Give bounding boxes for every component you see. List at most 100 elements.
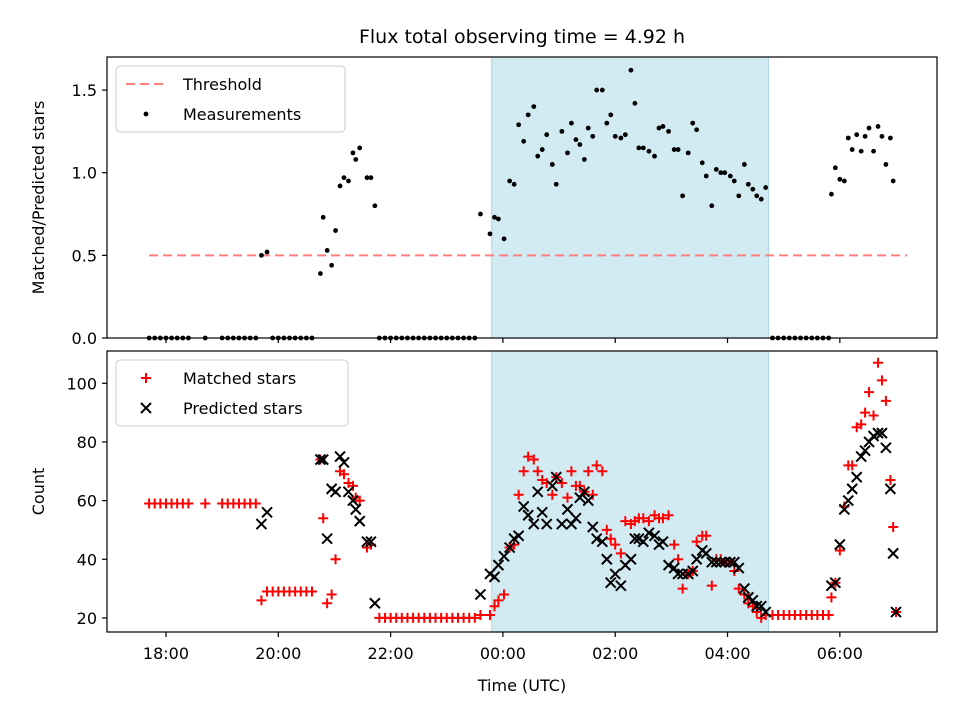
legend-box bbox=[115, 359, 349, 427]
matched-star-point bbox=[888, 521, 899, 532]
matched-star-point bbox=[528, 454, 539, 465]
measurement-point bbox=[879, 133, 885, 139]
measurement-point bbox=[666, 128, 671, 134]
predicted-star-point bbox=[706, 556, 718, 568]
x-axis-label: Time (UTC) bbox=[477, 676, 566, 695]
predicted-star-point bbox=[738, 582, 751, 595]
matched-star-point bbox=[834, 545, 845, 556]
plot-frame bbox=[106, 56, 938, 339]
measurement-point bbox=[690, 120, 696, 126]
predicted-star-point bbox=[890, 606, 902, 618]
matched-star-point bbox=[751, 607, 762, 618]
matched-star-point bbox=[183, 498, 194, 509]
matched-star-point bbox=[643, 516, 654, 527]
measurement-point bbox=[531, 104, 537, 109]
matched-star-point bbox=[620, 516, 631, 527]
measurement-point bbox=[837, 176, 843, 182]
matched-star-point bbox=[256, 595, 267, 606]
predicted-star-point bbox=[361, 535, 373, 548]
matched-star-point bbox=[562, 492, 573, 503]
measurement-point bbox=[622, 132, 628, 138]
x-tick-label: 22:00 bbox=[368, 644, 414, 663]
predicted-star-point bbox=[834, 538, 846, 551]
measurement-point bbox=[487, 231, 493, 237]
measurement-point bbox=[829, 191, 834, 197]
measurement-point bbox=[736, 193, 742, 199]
matched-star-point bbox=[860, 407, 871, 418]
measurement-point bbox=[758, 196, 764, 202]
measurement-point bbox=[346, 178, 351, 184]
predicted-star-point bbox=[643, 527, 655, 539]
measurement-point bbox=[320, 214, 326, 220]
legend-label: Measurements bbox=[183, 105, 301, 124]
matched-star-point bbox=[318, 513, 329, 524]
measurement-point bbox=[368, 175, 374, 181]
matched-star-point bbox=[610, 539, 621, 550]
matched-star-point bbox=[605, 533, 616, 544]
matched-star-point bbox=[499, 589, 510, 600]
matched-star-point bbox=[354, 495, 365, 506]
measurement-point bbox=[577, 142, 583, 148]
predicted-star-point bbox=[876, 427, 888, 439]
measurement-point bbox=[604, 120, 610, 126]
measurement-point bbox=[333, 228, 338, 233]
predicted-star-point bbox=[884, 483, 897, 495]
predicted-star-point bbox=[887, 547, 899, 560]
measurement-point bbox=[507, 178, 513, 184]
predicted-star-point bbox=[615, 579, 627, 592]
predicted-star-point bbox=[556, 518, 568, 530]
predicted-star-point bbox=[668, 562, 680, 574]
matched-star-point bbox=[657, 513, 668, 524]
ratio-panel: 0.0 0.5 1.0 1.5 Matched/Predicted stars Thres… bbox=[29, 56, 938, 348]
measurement-point bbox=[727, 173, 733, 179]
measurement-point bbox=[259, 252, 264, 258]
measurement-point bbox=[516, 122, 522, 128]
matched-star-point bbox=[330, 554, 341, 565]
measurement-point bbox=[341, 175, 347, 181]
matched-star-point bbox=[583, 466, 594, 477]
predicted-star-point bbox=[829, 577, 842, 589]
measurement-point bbox=[832, 165, 838, 171]
measurement-point bbox=[694, 127, 700, 133]
matched-star-point bbox=[574, 480, 585, 491]
predicted-star-point bbox=[546, 480, 559, 492]
measurement-point bbox=[866, 125, 872, 131]
measurement-point bbox=[539, 147, 545, 152]
measurement-point bbox=[713, 167, 719, 172]
plot-frame bbox=[106, 350, 938, 633]
matched-star-point bbox=[250, 498, 261, 509]
measurement-point bbox=[535, 153, 541, 159]
measurement-point bbox=[660, 124, 666, 129]
matched-star-point bbox=[701, 530, 712, 541]
matched-star-point bbox=[347, 480, 358, 491]
measurement-point bbox=[590, 133, 596, 139]
y-tick-label: 1.5 bbox=[72, 81, 97, 100]
measurement-point bbox=[849, 147, 855, 152]
matched-star-point bbox=[885, 475, 896, 486]
measurement-point bbox=[754, 193, 760, 199]
predicted-star-point bbox=[648, 530, 661, 542]
predicted-star-point bbox=[255, 518, 268, 530]
predicted-star-point bbox=[570, 512, 582, 524]
measurement-point bbox=[496, 216, 501, 222]
measurement-point bbox=[841, 178, 847, 184]
legend: Threshold Measurements bbox=[115, 65, 346, 133]
measurement-point bbox=[511, 181, 517, 187]
predicted-star-point bbox=[609, 568, 621, 580]
matched-star-point bbox=[322, 598, 333, 609]
predicted-star-point bbox=[760, 606, 772, 618]
x-tick-label: 02:00 bbox=[592, 644, 638, 663]
predicted-star-point bbox=[347, 494, 359, 507]
measurement-point bbox=[722, 170, 728, 176]
measurement-point bbox=[632, 100, 638, 106]
matched-star-point bbox=[587, 489, 598, 500]
predicted-star-point bbox=[532, 486, 544, 498]
legend-label: Matched stars bbox=[183, 369, 296, 388]
measurement-point bbox=[890, 178, 896, 184]
measurement-point bbox=[845, 135, 851, 141]
predicted-star-point bbox=[850, 471, 863, 483]
measurement-point bbox=[544, 132, 550, 138]
measurement-point bbox=[569, 120, 574, 126]
measurement-point bbox=[636, 145, 642, 151]
predicted-star-point bbox=[629, 533, 641, 545]
